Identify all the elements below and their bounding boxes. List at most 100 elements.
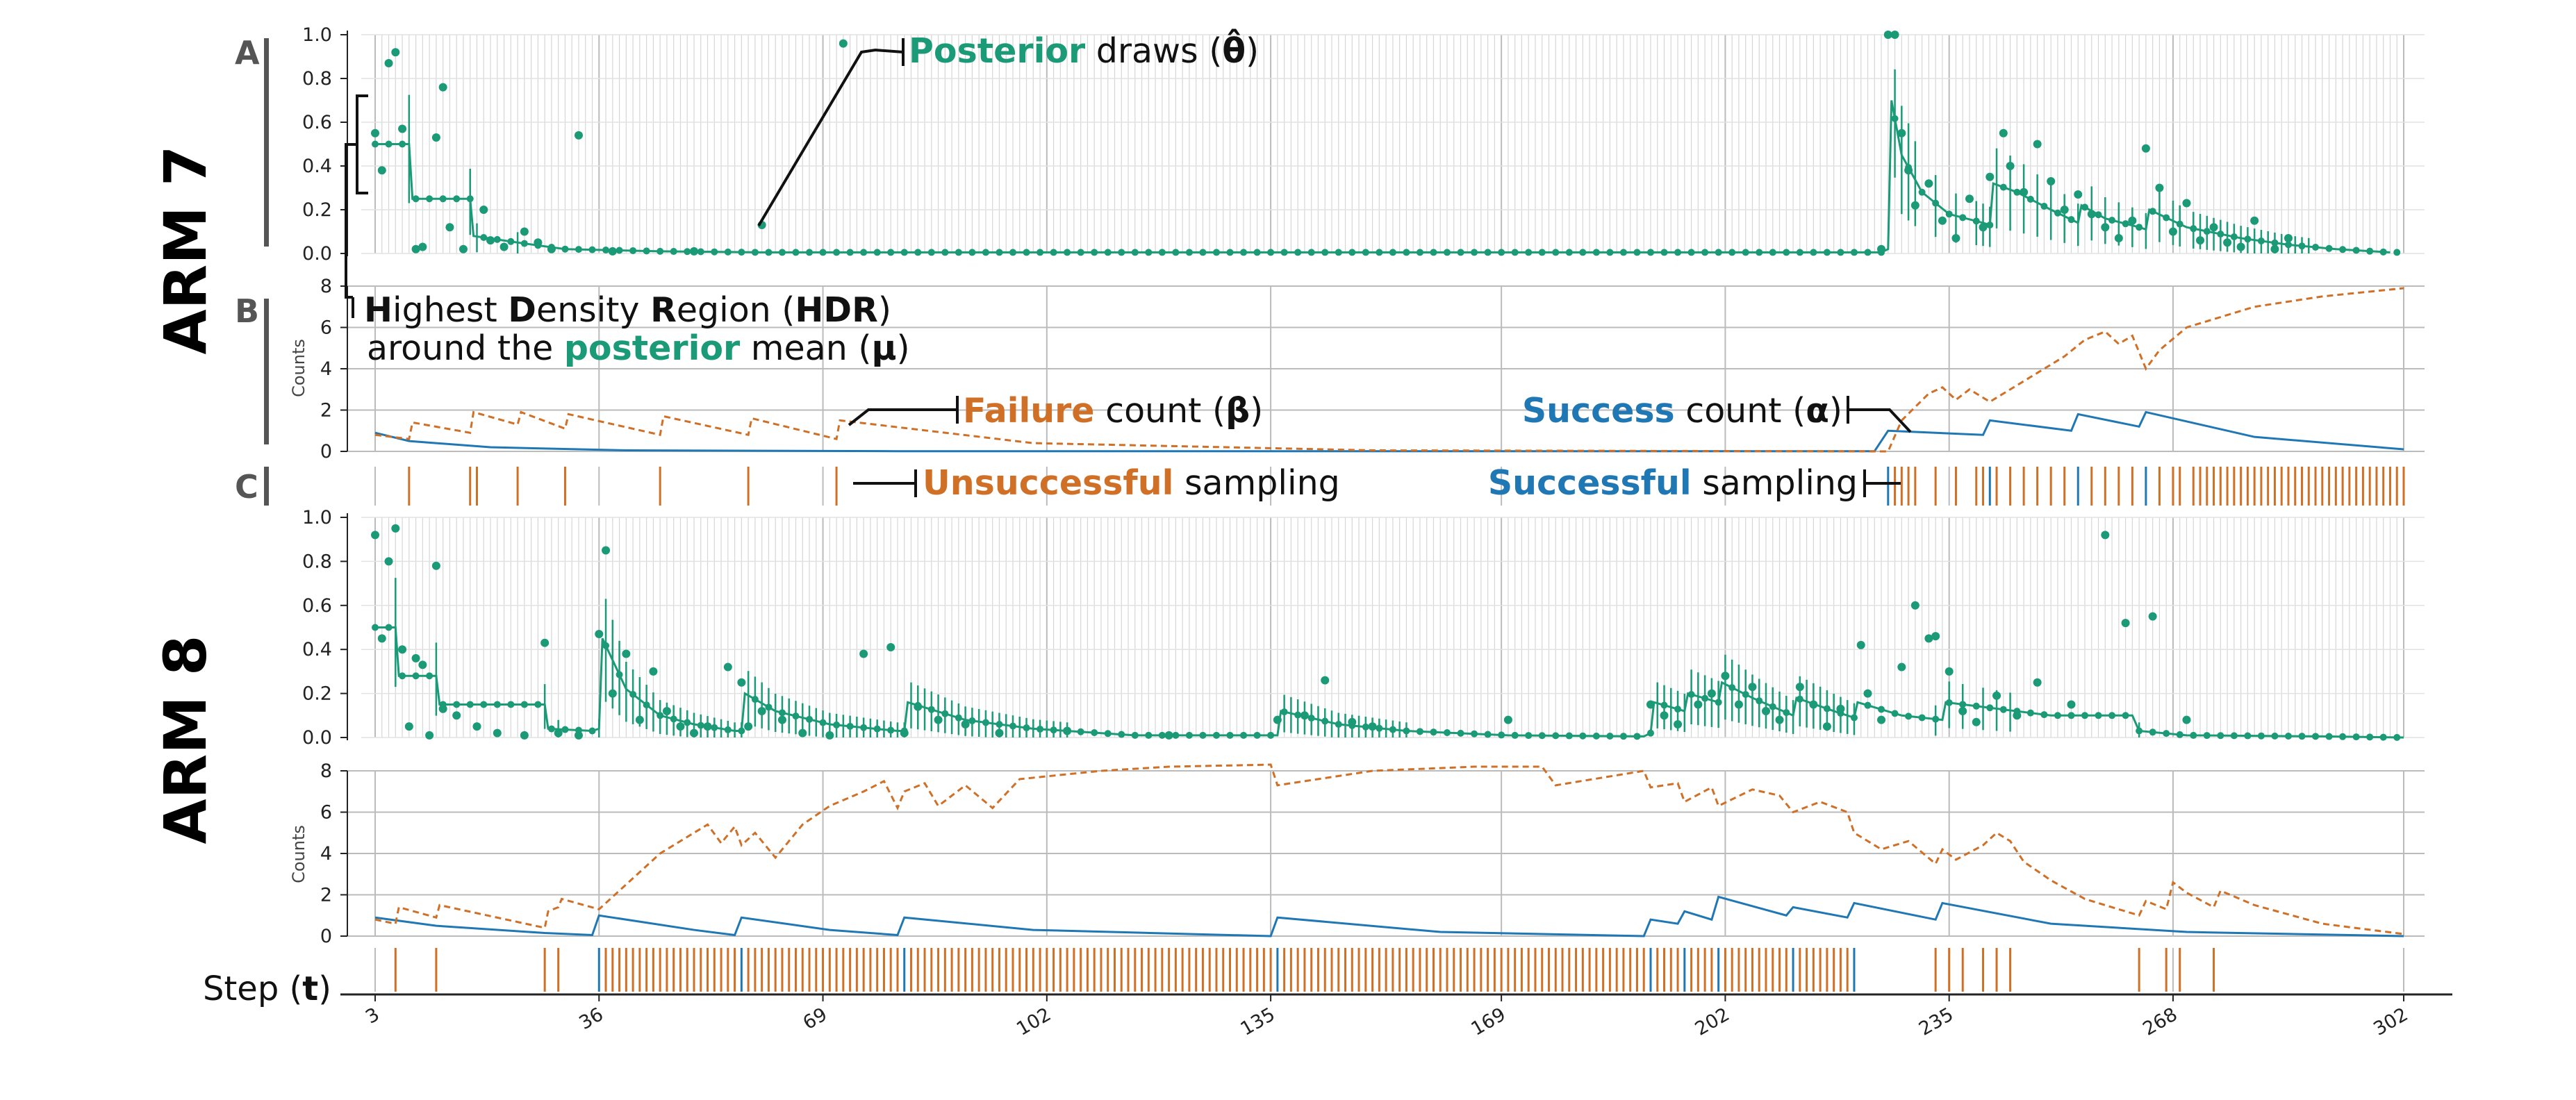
arm8-posterior-draw <box>391 524 400 533</box>
arm7-posterior-draw <box>1362 249 1369 256</box>
arm7-posterior-draw <box>846 249 854 256</box>
arm7-posterior-draw <box>412 195 420 203</box>
arm8-posterior-draw <box>1118 731 1125 738</box>
arm8-posterior-draw <box>798 728 807 738</box>
arm8-posterior-draw <box>1715 699 1722 706</box>
arm8-posterior-draw <box>1796 695 1803 703</box>
x-tick-label: 69 <box>800 1003 831 1034</box>
arm8-posterior-draw <box>377 634 386 643</box>
arm8-posterior-draw <box>1999 706 2007 713</box>
arm7-posterior-draw <box>2352 247 2360 254</box>
arm7-posterior-draw <box>2101 223 2110 232</box>
arm8-posterior-draw <box>2339 733 2347 740</box>
arm7-posterior-draw <box>1972 217 1980 225</box>
arm8-posterior-draw <box>1280 708 1288 716</box>
arm7-posterior-draw <box>1932 199 1940 207</box>
arm8-posterior-draw <box>2257 732 2265 740</box>
arm7-posterior-draw <box>860 249 868 256</box>
arm7-posterior-draw <box>684 248 691 256</box>
arm7-posterior-draw <box>2163 214 2170 222</box>
svg-text:Posterior draws (θ̂): Posterior draws (θ̂) <box>909 28 1259 71</box>
arm8-counts-ytick-label: 0 <box>320 926 332 947</box>
arm8-posterior-draw <box>934 715 943 724</box>
arm7-posterior-draw <box>1009 249 1016 256</box>
arm7-posterior-draw <box>2136 224 2143 231</box>
arm8-posterior-draw <box>1822 722 1831 731</box>
arm7-posterior-draw <box>438 83 447 92</box>
arm7-posterior-draw <box>1444 249 1451 256</box>
arm8-posterior-draw <box>412 672 420 680</box>
arm7-counts-ytick-label: 6 <box>320 317 332 339</box>
arm7-posterior-draw <box>2203 228 2211 235</box>
arm7-posterior-draw <box>1064 249 1071 256</box>
arm7-posterior-draw <box>873 249 881 256</box>
arm7-posterior-draw <box>1430 249 1437 256</box>
arm7-posterior-draw <box>1999 183 2007 191</box>
axis-layer: 0.0 0.2 0.4 0.6 0.8 1.0 0 2 4 6 8 0.0 0.2 0.4 0.6 0.8 1.… <box>302 24 2452 1040</box>
hdr2-t2: mean ( <box>740 328 871 368</box>
hdr-t1: ighest <box>393 290 508 330</box>
arm8-posterior-draw <box>2366 733 2374 741</box>
arm7-posterior-draw <box>479 206 488 214</box>
arm7-posterior-draw <box>914 249 922 256</box>
arm7-posterior-draw <box>1959 214 1967 222</box>
arm8-posterior-draw <box>723 662 732 672</box>
arm7-posterior-draw <box>900 249 908 256</box>
arm8-posterior-draw <box>1212 731 1220 739</box>
posterior-draws-mid: draws ( <box>1085 31 1222 71</box>
arm7-posterior-draw <box>927 249 935 256</box>
arm7-posterior-draw <box>1077 249 1084 256</box>
arm7-posterior-draw <box>1986 222 1994 229</box>
arm8-posterior-draw <box>1707 689 1716 698</box>
arm7-posterior-draw <box>1172 249 1180 256</box>
arm7-posterior-draw <box>2284 233 2293 242</box>
arm8-posterior-draw <box>635 715 644 724</box>
arm8-posterior-draw <box>825 731 834 740</box>
arm7-posterior-draw <box>431 133 440 142</box>
x-tick-label: 36 <box>576 1003 607 1034</box>
arm8-posterior-draw <box>927 706 935 713</box>
arm7-posterior-draw <box>1158 249 1166 256</box>
arm8-posterior-draw <box>1416 728 1423 735</box>
arm8-beta-line <box>374 763 2404 935</box>
arm8-posterior-draw <box>792 712 800 720</box>
arm7-posterior-draw <box>459 244 468 253</box>
arm7-posterior-draw <box>2020 188 2029 197</box>
arm8-posterior-mean-line <box>375 626 2404 739</box>
arm8-posterior-draw <box>955 714 962 722</box>
arm8-posterior-draw <box>384 557 393 566</box>
arm7-posterior-draw <box>1471 249 1478 256</box>
arm7-posterior-draw <box>1145 249 1153 256</box>
arm7-posterior-draw <box>1457 249 1464 256</box>
arm7-posterior-draw <box>385 140 393 148</box>
arm7-posterior-ytick-label: 0.4 <box>302 156 332 177</box>
arm8-label: ARM 8 <box>151 635 220 844</box>
arm8-posterior-draw <box>1525 732 1533 740</box>
arm7-posterior-draw <box>480 233 488 241</box>
arm7-posterior-draw <box>616 247 623 254</box>
arm8-posterior-ytick-label: 0.4 <box>302 639 332 660</box>
arm8-posterior-draw <box>2284 733 2292 740</box>
arm7-posterior-draw <box>1769 249 1776 256</box>
arm8-posterior-draw <box>778 709 786 717</box>
arm8-posterior-draw <box>2122 712 2129 719</box>
arm8-posterior-draw <box>1910 601 1919 610</box>
arm8-posterior-draw <box>1864 701 1872 709</box>
arm8-posterior-draw <box>2203 732 2211 740</box>
arm8-posterior-draw <box>703 722 712 731</box>
hdr-t2: ensity <box>536 290 650 330</box>
hdr-r: R <box>650 290 677 330</box>
arm7-posterior-draw <box>1389 249 1396 256</box>
arm8-posterior-draw <box>2136 727 2143 735</box>
posterior-draws-end: ) <box>1246 31 1259 71</box>
arm8-posterior-draw <box>1199 731 1207 739</box>
arm7-posterior-draw <box>2176 220 2183 228</box>
arm7-posterior-draw <box>670 248 677 256</box>
arm8-posterior-draw <box>1335 720 1342 728</box>
arm8-posterior-draw <box>1660 701 1668 709</box>
arm8-posterior-draw <box>1362 723 1369 731</box>
arm8-posterior-draw <box>2040 711 2048 719</box>
arm8-posterior-draw <box>777 715 786 724</box>
failure-word: Failure <box>963 391 1095 431</box>
arm7-posterior-draw <box>2033 140 2042 149</box>
